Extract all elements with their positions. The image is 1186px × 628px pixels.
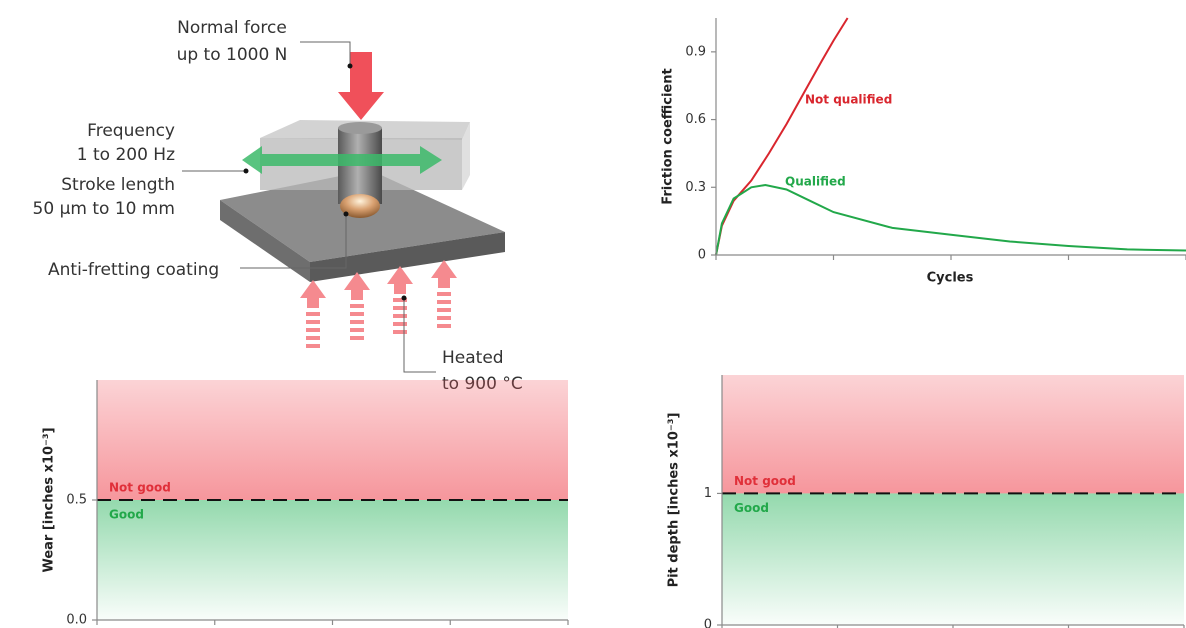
label: 1 to 200 Hz	[77, 145, 175, 165]
y-tick-label: 0.0	[66, 613, 87, 628]
ball	[340, 194, 380, 218]
not-good-band	[722, 375, 1184, 494]
test-rig-diagram: Normal force up to 1000 N Frequency 1 to…	[33, 18, 523, 394]
y-tick-label: 0.9	[685, 44, 706, 59]
leader	[403, 298, 436, 373]
leader-dot	[347, 63, 353, 69]
good-band	[97, 500, 568, 620]
pin-top	[338, 122, 382, 134]
frequency-arrow	[242, 146, 442, 174]
label: Heated	[442, 348, 504, 368]
y-tick-label: 0.5	[66, 493, 87, 508]
label: 50 µm to 10 mm	[33, 199, 175, 219]
x-axis-title: Cycles	[927, 271, 974, 286]
series-label: Qualified	[785, 175, 846, 189]
label: Anti-fretting coating	[48, 260, 219, 280]
y-axis-title: Friction coefficient	[661, 68, 676, 204]
series-line	[715, 17, 849, 256]
above-label: Not good	[109, 481, 171, 495]
heat-arrows	[300, 260, 457, 348]
leader-dot	[343, 211, 349, 217]
y-tick-label: 0.3	[685, 180, 706, 195]
block-side	[462, 122, 470, 190]
force-arrow	[338, 52, 384, 120]
y-axis-title: Wear [inches x10⁻³]	[42, 427, 57, 572]
leader	[300, 41, 351, 66]
leader-dot	[243, 168, 249, 174]
not-good-band	[97, 380, 568, 500]
above-label: Not good	[734, 474, 796, 488]
below-label: Good	[109, 508, 144, 522]
plate-front	[310, 232, 505, 282]
label: Normal force	[177, 18, 287, 38]
leader	[240, 214, 347, 269]
plate-left	[220, 200, 310, 282]
series-line	[715, 183, 1186, 256]
label: Stroke length	[61, 175, 175, 195]
y-axis-title: Pit depth [inches x10⁻³]	[667, 413, 682, 588]
y-tick-label: 0	[704, 618, 712, 628]
series-label: Not qualified	[805, 93, 892, 107]
y-tick-label: 0.6	[685, 112, 706, 127]
leader-dot	[401, 295, 407, 301]
y-tick-label: 0	[698, 248, 706, 263]
below-label: Good	[734, 501, 769, 515]
good-band	[722, 493, 1184, 625]
label: Frequency	[87, 121, 175, 141]
label: up to 1000 N	[177, 45, 288, 65]
y-tick-label: 1	[704, 486, 712, 501]
